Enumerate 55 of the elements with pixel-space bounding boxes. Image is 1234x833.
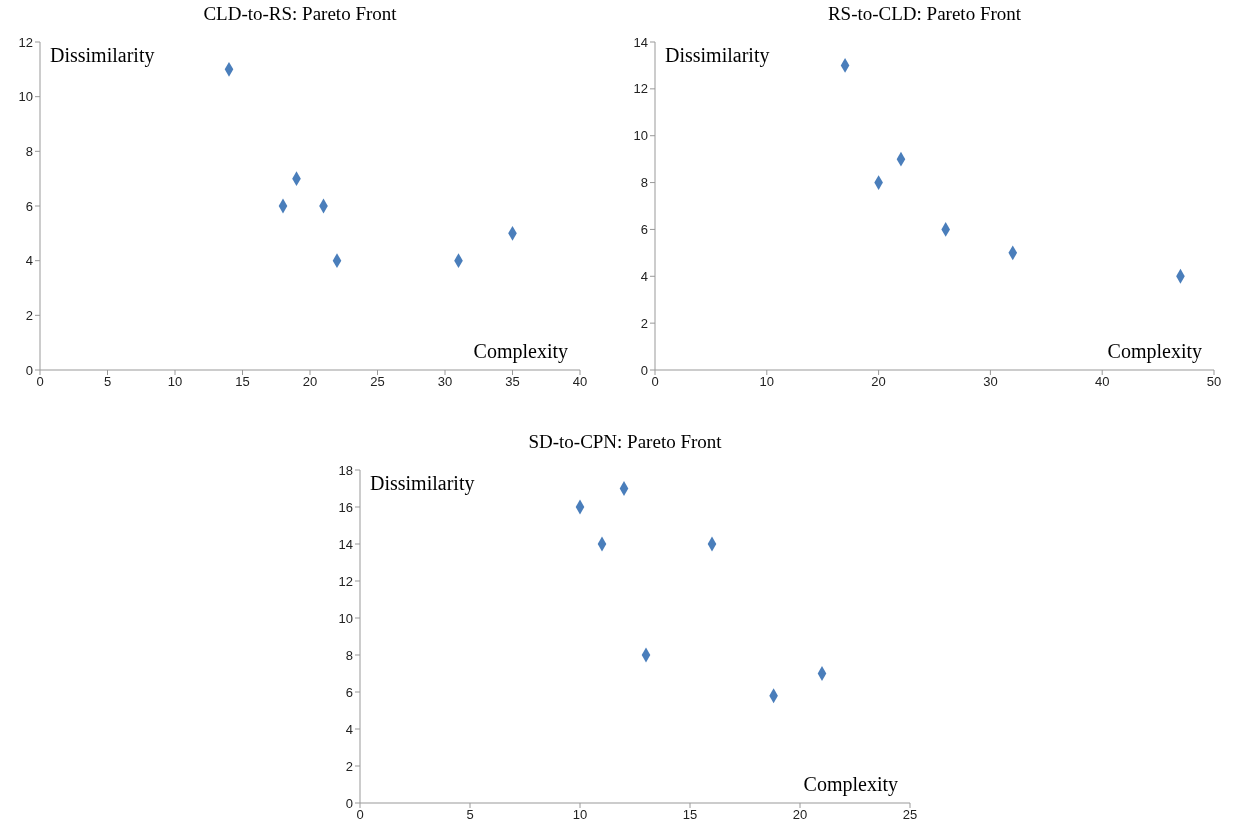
y-tick-label: 0 [640, 362, 648, 378]
x-tick-label: 30 [983, 374, 998, 390]
y-tick-label: 16 [338, 499, 353, 515]
x-tick-label: 50 [1206, 374, 1222, 390]
x-tick-label: 5 [466, 807, 474, 823]
y-tick-label: 8 [345, 647, 353, 663]
y-axis-title: Dissimilarity [370, 472, 475, 495]
x-tick-label: 35 [505, 374, 520, 390]
y-tick-label: 10 [18, 89, 33, 105]
x-tick-label: 15 [235, 374, 250, 390]
y-tick-label: 6 [640, 222, 648, 238]
y-tick-label: 14 [338, 536, 353, 552]
y-tick-label: 0 [25, 362, 33, 378]
y-tick-label: 10 [338, 610, 353, 626]
x-tick-label: 20 [792, 807, 808, 823]
chart-title: SD-to-CPN: Pareto Front [527, 430, 723, 454]
x-tick-label: 5 [103, 374, 112, 390]
y-axis-title: Dissimilarity [665, 44, 770, 67]
y-tick-label: 12 [633, 81, 648, 97]
x-tick-label: 10 [167, 374, 183, 390]
y-tick-label: 6 [345, 684, 353, 700]
chart-title: CLD-to-RS: Pareto Front [202, 2, 398, 26]
y-tick-label: 8 [640, 175, 648, 191]
x-tick-label: 10 [759, 374, 775, 390]
x-tick-label: 30 [437, 374, 453, 390]
chart-title: RS-to-CLD: Pareto Front [826, 2, 1023, 26]
y-tick-label: 0 [345, 795, 353, 811]
x-tick-label: 10 [572, 807, 588, 823]
y-tick-label: 18 [338, 462, 353, 478]
y-tick-label: 8 [25, 143, 33, 159]
x-axis-title: Complexity [803, 773, 898, 796]
x-tick-label: 0 [651, 374, 659, 390]
y-tick-label: 10 [633, 128, 648, 144]
y-tick-label: 4 [640, 268, 648, 284]
x-tick-label: 25 [902, 807, 918, 823]
x-tick-label: 40 [572, 374, 588, 390]
x-tick-label: 20 [302, 374, 318, 390]
x-axis-title: Complexity [473, 340, 568, 363]
y-tick-label: 4 [345, 721, 353, 737]
x-tick-label: 40 [1094, 374, 1110, 390]
y-tick-label: 2 [25, 307, 33, 323]
y-tick-label: 2 [345, 758, 353, 774]
y-tick-label: 6 [25, 198, 33, 214]
x-tick-label: 0 [36, 374, 44, 390]
x-tick-label: 25 [370, 374, 385, 390]
x-axis-title: Complexity [1107, 340, 1202, 363]
y-tick-label: 4 [25, 253, 33, 269]
y-tick-label: 2 [640, 315, 648, 331]
x-tick-label: 0 [356, 807, 364, 823]
y-axis-title: Dissimilarity [50, 44, 155, 67]
x-tick-label: 15 [682, 807, 698, 823]
y-tick-label: 14 [633, 34, 648, 50]
x-tick-label: 20 [871, 374, 886, 390]
y-tick-label: 12 [338, 573, 353, 589]
y-tick-label: 12 [18, 34, 33, 50]
